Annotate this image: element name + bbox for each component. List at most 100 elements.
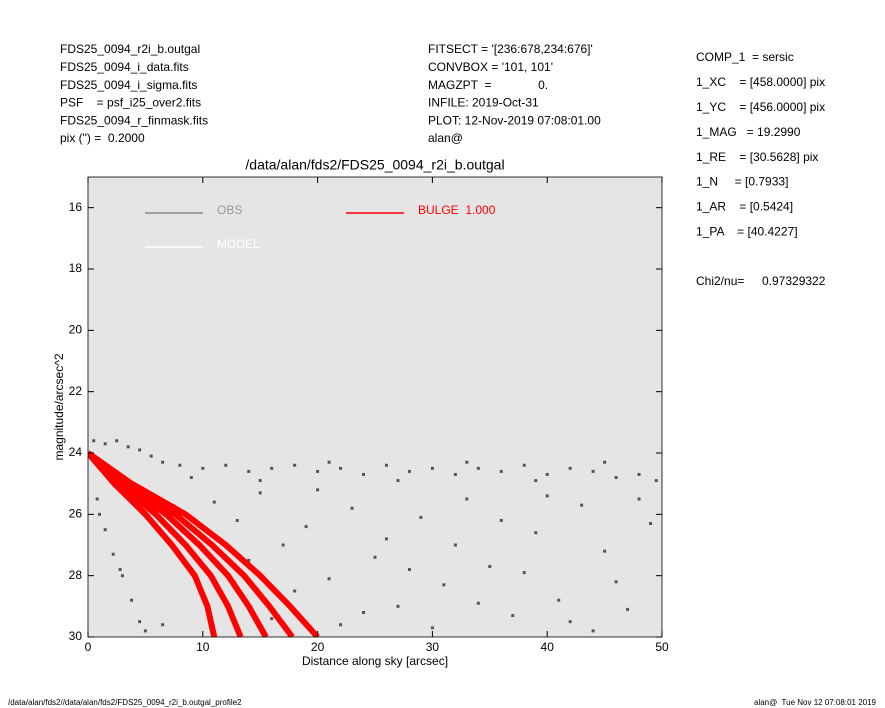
x-tick-label: 50 (655, 640, 669, 654)
obs-point (247, 558, 251, 562)
obs-point (126, 445, 130, 449)
obs-point (350, 506, 354, 510)
obs-point (465, 460, 469, 464)
obs-point (384, 463, 388, 467)
obs-point (384, 537, 388, 541)
obs-point (339, 623, 343, 627)
header-middle-line: CONVBOX = '101, 101' (428, 60, 553, 74)
obs-point (149, 454, 153, 458)
y-tick-label: 24 (69, 445, 83, 459)
x-tick-label: 10 (196, 640, 210, 654)
header-left-line: PSF = psf_i25_over2.fits (60, 96, 201, 110)
y-tick-label: 20 (69, 323, 83, 337)
legend-label: OBS (217, 203, 242, 217)
obs-point (212, 500, 216, 504)
footer-left: /data/alan/fds2//data/alan/fds2/FDS25_00… (8, 698, 242, 707)
obs-point (591, 469, 595, 473)
obs-point (92, 439, 96, 443)
obs-point (637, 472, 641, 476)
chart-title: /data/alan/fds2/FDS25_0094_r2i_b.outgal (245, 157, 504, 173)
obs-point (161, 460, 165, 464)
obs-point (95, 497, 99, 501)
obs-point (511, 614, 515, 618)
obs-point (465, 497, 469, 501)
y-axis-label: magnitude/arcsec^2 (52, 353, 66, 460)
header-middle-line: alan@ (428, 131, 463, 145)
fit-parameter: 1_MAG = 19.2990 (696, 125, 801, 139)
obs-point (161, 623, 165, 627)
obs-point (103, 442, 107, 446)
fit-parameter: COMP_1 = sersic (696, 50, 794, 64)
obs-point (178, 463, 182, 467)
x-tick-label: 30 (426, 640, 440, 654)
obs-point (499, 469, 503, 473)
obs-point (339, 466, 343, 470)
legend-label: BULGE 1.000 (418, 203, 496, 217)
obs-point (97, 512, 101, 516)
bulge-curve (88, 451, 218, 637)
y-tick-label: 28 (69, 568, 83, 582)
obs-point (281, 543, 285, 547)
y-tick-label: 16 (69, 200, 83, 214)
obs-point (396, 479, 400, 483)
header-middle-line: INFILE: 2019-Oct-31 (428, 96, 539, 110)
obs-point (534, 531, 538, 535)
obs-point (103, 528, 107, 532)
obs-point (270, 617, 274, 621)
y-tick-label: 22 (69, 384, 83, 398)
legend-label: MODEL (217, 237, 260, 251)
y-tick-label: 30 (69, 629, 83, 643)
fit-parameter: 1_AR = [0.5424] (696, 200, 793, 214)
obs-point (304, 525, 308, 529)
obs-point (591, 629, 595, 633)
obs-point (545, 472, 549, 476)
x-tick-label: 20 (311, 640, 325, 654)
obs-point (407, 469, 411, 473)
obs-point (258, 479, 262, 483)
footer-right: alan@ Tue Nov 12 07:08:01 2019 (754, 698, 877, 707)
obs-point (327, 460, 331, 464)
obs-point (143, 629, 147, 633)
obs-point (580, 503, 584, 507)
obs-point (442, 583, 446, 587)
fit-parameter: 1_YC = [456.0000] pix (696, 100, 825, 114)
obs-point (419, 515, 423, 519)
obs-point (545, 494, 549, 498)
header-middle-line: PLOT: 12-Nov-2019 07:08:01.00 (428, 113, 601, 127)
obs-point (654, 479, 658, 483)
obs-point (316, 488, 320, 492)
y-tick-label: 26 (69, 507, 83, 521)
header-left-line: FDS25_0094_i_data.fits (60, 60, 189, 74)
obs-point (614, 476, 618, 480)
obs-point (118, 568, 122, 572)
header-middle-line: MAGZPT = 0. (428, 78, 548, 92)
obs-point (373, 555, 377, 559)
obs-point (453, 472, 457, 476)
header-left-line: FDS25_0094_r2i_b.outgal (60, 42, 200, 56)
fit-parameter: 1_XC = [458.0000] pix (696, 75, 825, 89)
obs-point (115, 439, 119, 443)
obs-point (499, 518, 503, 522)
obs-point (138, 448, 142, 452)
obs-point (522, 463, 526, 467)
plot-background (88, 177, 662, 637)
obs-point (614, 580, 618, 584)
obs-point (476, 466, 480, 470)
obs-point (138, 620, 142, 624)
obs-point (111, 552, 115, 556)
obs-point (557, 598, 561, 602)
plot-marks (88, 439, 658, 637)
obs-point (522, 571, 526, 575)
obs-point (362, 472, 366, 476)
obs-point (396, 604, 400, 608)
obs-point (626, 607, 630, 611)
chi2-value: 0.97329322 (762, 274, 826, 288)
obs-point (534, 479, 538, 483)
header-middle-line: FITSECT = '[236:678,234:676]' (428, 42, 593, 56)
obs-point (224, 463, 228, 467)
chi2-label: Chi2/nu= (696, 274, 744, 288)
obs-point (327, 577, 331, 581)
obs-point (637, 497, 641, 501)
fit-parameter: 1_N = [0.7933] (696, 175, 788, 189)
obs-point (293, 463, 297, 467)
